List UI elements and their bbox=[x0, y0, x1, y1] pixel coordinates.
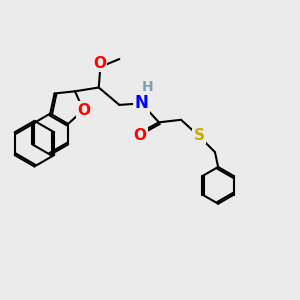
Text: S: S bbox=[194, 128, 205, 142]
Text: O: O bbox=[134, 128, 146, 142]
Text: O: O bbox=[77, 103, 90, 118]
Text: N: N bbox=[135, 94, 148, 112]
Text: H: H bbox=[141, 80, 153, 94]
Text: O: O bbox=[93, 56, 106, 70]
